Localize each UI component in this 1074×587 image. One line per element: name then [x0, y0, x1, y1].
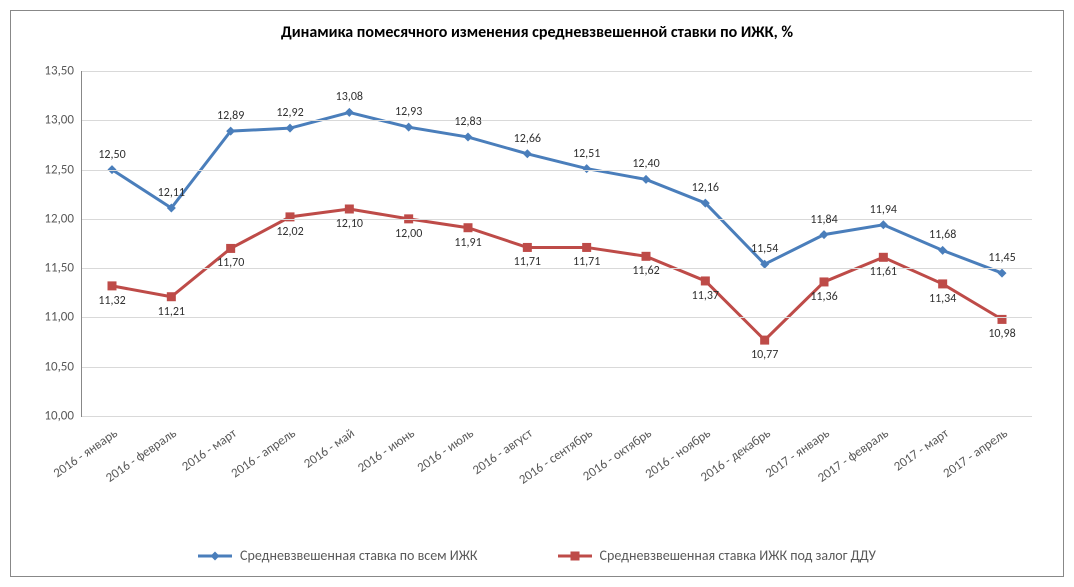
x-tick-label: 2016 - ноябрь — [607, 426, 714, 507]
data-label: 12,51 — [573, 147, 600, 161]
data-marker — [760, 336, 769, 345]
data-label: 11,45 — [988, 251, 1015, 265]
chart-container: Динамика помесячного изменения средневзв… — [10, 10, 1064, 577]
data-label: 11,68 — [929, 228, 956, 242]
y-tick-label: 10,50 — [44, 359, 74, 374]
data-marker — [345, 108, 354, 117]
data-label: 11,36 — [810, 290, 837, 304]
x-tick-label: 2016 - январь — [14, 426, 121, 507]
data-label: 12,00 — [395, 227, 422, 241]
data-label: 12,10 — [336, 217, 363, 231]
y-tick-label: 12,50 — [44, 162, 74, 177]
data-marker — [701, 276, 710, 285]
x-tick-label: 2017 - апрель — [904, 426, 1011, 507]
legend-swatch — [198, 549, 232, 563]
y-tick-label: 11,00 — [44, 310, 74, 325]
y-tick-label: 12,00 — [44, 211, 74, 226]
data-label: 11,34 — [929, 292, 956, 306]
x-tick-label: 2016 - октябрь — [548, 426, 655, 507]
data-marker — [523, 149, 532, 158]
x-tick-label: 2016 - июль — [370, 426, 477, 507]
legend-swatch — [558, 549, 592, 563]
data-label: 11,21 — [158, 305, 185, 319]
x-tick-label: 2017 - март — [844, 426, 951, 507]
data-label: 10,98 — [988, 327, 1015, 341]
legend-item: Средневзвешенная ставка по всем ИЖК — [198, 547, 478, 564]
data-label: 11,54 — [751, 242, 778, 256]
x-tick-label: 2016 - февраль — [73, 426, 180, 507]
data-label: 13,08 — [336, 90, 363, 104]
data-label: 12,40 — [632, 157, 659, 171]
data-label: 11,71 — [573, 255, 600, 269]
y-tick-label: 13,00 — [44, 113, 74, 128]
data-label: 11,70 — [217, 256, 244, 270]
gridline — [82, 317, 1032, 318]
data-marker — [464, 223, 473, 232]
data-label: 12,66 — [514, 132, 541, 146]
data-marker — [938, 279, 947, 288]
data-label: 11,37 — [692, 289, 719, 303]
x-tick-label: 2016 - июнь — [310, 426, 417, 507]
data-label: 11,91 — [454, 236, 481, 250]
data-marker — [642, 175, 651, 184]
data-label: 12,02 — [276, 225, 303, 239]
data-marker — [108, 281, 117, 290]
data-label: 12,50 — [98, 148, 125, 162]
data-label: 12,83 — [454, 115, 481, 129]
data-marker — [226, 244, 235, 253]
gridline — [82, 416, 1032, 417]
plot-area: 10,0010,5011,0011,5012,0012,5013,0013,50… — [81, 71, 1032, 417]
data-marker — [286, 124, 295, 133]
data-label: 11,32 — [98, 294, 125, 308]
data-marker — [286, 212, 295, 221]
data-marker — [523, 243, 532, 252]
x-tick-label: 2016 - май — [251, 426, 358, 507]
x-tick-label: 2016 - апрель — [192, 426, 299, 507]
data-marker — [938, 246, 947, 255]
data-label: 12,89 — [217, 109, 244, 123]
legend-label: Средневзвешенная ставка ИЖК под залог ДД… — [600, 547, 876, 564]
data-label: 12,93 — [395, 105, 422, 119]
data-label: 11,84 — [810, 213, 837, 227]
data-label: 11,94 — [870, 203, 897, 217]
data-label: 11,62 — [632, 264, 659, 278]
data-marker — [167, 292, 176, 301]
y-tick-label: 11,50 — [44, 261, 74, 276]
data-marker — [464, 133, 473, 142]
data-label: 10,77 — [751, 348, 778, 362]
data-marker — [879, 253, 888, 262]
data-marker — [404, 123, 413, 132]
y-tick-label: 13,50 — [44, 64, 74, 79]
data-marker — [642, 252, 651, 261]
series-line — [112, 112, 1002, 273]
gridline — [82, 367, 1032, 368]
data-marker — [879, 220, 888, 229]
x-tick-label: 2017 - февраль — [785, 426, 892, 507]
data-marker — [998, 269, 1007, 278]
data-label: 12,16 — [692, 181, 719, 195]
x-tick-label: 2016 - март — [132, 426, 239, 507]
data-marker — [820, 277, 829, 286]
data-marker — [345, 205, 354, 214]
data-label: 11,71 — [514, 255, 541, 269]
chart-title: Динамика помесячного изменения средневзв… — [11, 11, 1063, 50]
data-label: 11,61 — [870, 265, 897, 279]
y-tick-label: 10,00 — [44, 409, 74, 424]
legend-item: Средневзвешенная ставка ИЖК под залог ДД… — [558, 547, 876, 564]
x-tick-label: 2016 - сентябрь — [488, 426, 595, 507]
x-tick-label: 2016 - декабрь — [666, 426, 773, 507]
data-marker — [998, 315, 1007, 324]
legend-label: Средневзвешенная ставка по всем ИЖК — [240, 547, 478, 564]
data-label: 12,92 — [276, 106, 303, 120]
gridline — [82, 219, 1032, 220]
data-marker — [582, 243, 591, 252]
gridline — [82, 170, 1032, 171]
gridline — [82, 71, 1032, 72]
x-tick-label: 2017 - январь — [726, 426, 833, 507]
x-tick-label: 2016 - август — [429, 426, 536, 507]
data-label: 12,11 — [158, 186, 185, 200]
legend: Средневзвешенная ставка по всем ИЖК Средн… — [11, 547, 1063, 564]
